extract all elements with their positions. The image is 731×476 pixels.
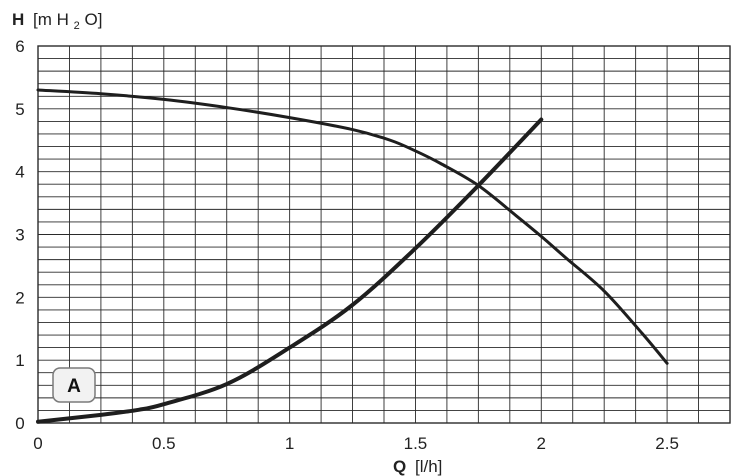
- y-axis-label: H [m H 2 O]: [12, 10, 102, 33]
- x-tick-label: 0: [33, 434, 42, 453]
- x-tick-label: 2.5: [655, 434, 679, 453]
- x-axis-label: Q [l/h]: [393, 457, 442, 476]
- tick-labels: 0 0.5 1 1.5 2 2.5 0 1 2 3 4 5 6: [15, 37, 679, 453]
- x-axis-symbol: Q: [393, 457, 406, 476]
- x-tick-label: 1.5: [404, 434, 428, 453]
- y-tick-label: 4: [15, 163, 24, 182]
- pump-curve-line: [36, 88, 669, 365]
- badge-label: A: [67, 376, 81, 397]
- y-tick-label: 5: [15, 100, 24, 119]
- badge-box: [52, 367, 96, 403]
- x-axis-unit: [l/h]: [415, 457, 442, 476]
- y-axis-symbol: H: [12, 10, 24, 29]
- y-tick-label: 1: [15, 351, 24, 370]
- y-axis-unit-subscript: 2: [74, 20, 80, 32]
- curves: [36, 88, 669, 424]
- x-tick-label: 2: [537, 434, 546, 453]
- plot-frame: [37, 45, 731, 424]
- grid: [37, 45, 731, 424]
- x-tick-label: 0.5: [152, 434, 176, 453]
- y-tick-label: 6: [15, 37, 24, 56]
- y-tick-label: 2: [15, 288, 24, 307]
- x-tick-label: 1: [285, 434, 294, 453]
- curve-badge: A: [52, 367, 96, 403]
- y-tick-label: 0: [15, 414, 24, 433]
- y-axis-unit-close: O]: [85, 10, 103, 29]
- y-tick-label: 3: [15, 226, 24, 245]
- y-axis-unit-open: [m H: [33, 10, 69, 29]
- system-curve-line: [36, 117, 544, 424]
